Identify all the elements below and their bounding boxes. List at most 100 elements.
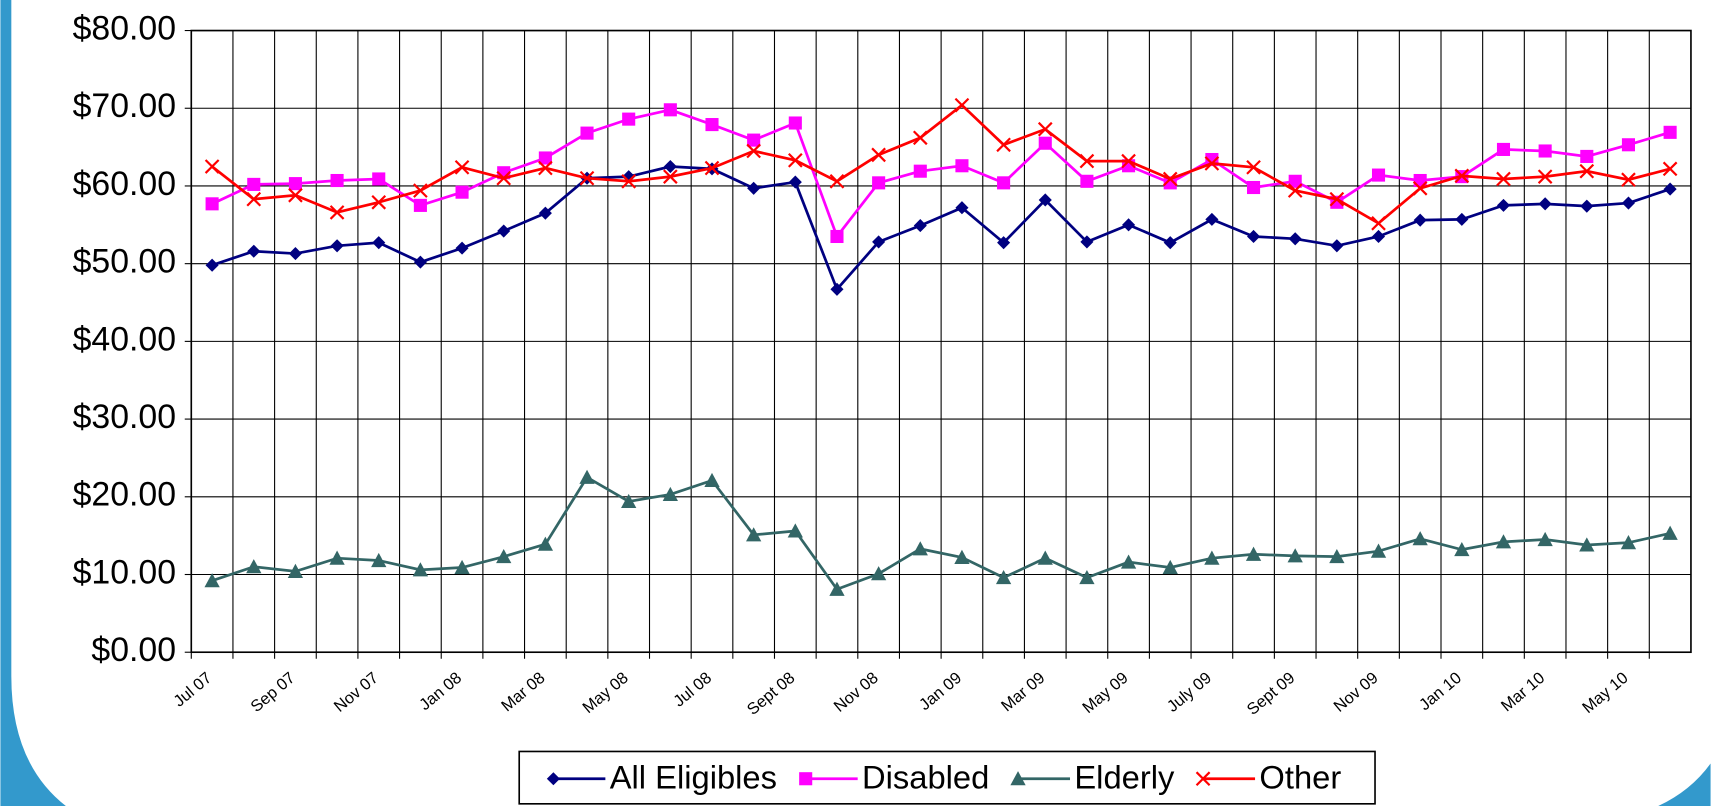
- marker: [663, 103, 677, 117]
- marker: [1663, 125, 1677, 139]
- marker: [705, 118, 719, 132]
- marker: [1079, 153, 1095, 169]
- marker: [830, 282, 844, 296]
- marker: [1620, 535, 1637, 550]
- marker: [1538, 144, 1552, 158]
- marker: [1246, 159, 1261, 175]
- marker: [787, 523, 803, 538]
- marker: [288, 247, 302, 261]
- marker: [955, 159, 969, 173]
- marker: [330, 173, 344, 188]
- legend-label: All Eligibles: [610, 758, 777, 795]
- legend-label: Elderly: [1074, 758, 1175, 795]
- marker: [747, 133, 761, 147]
- marker: [746, 143, 761, 159]
- marker: [1205, 212, 1219, 226]
- marker: [1162, 171, 1178, 187]
- marker: [454, 159, 470, 175]
- marker: [1245, 546, 1262, 561]
- marker: [204, 159, 220, 174]
- marker: [954, 549, 970, 564]
- marker: [1120, 554, 1137, 569]
- x-tick-label: Jan 10: [1416, 669, 1465, 714]
- marker: [1455, 212, 1469, 226]
- marker: [246, 191, 262, 207]
- marker: [622, 112, 636, 126]
- marker: [1371, 229, 1386, 244]
- marker: [1537, 531, 1553, 547]
- x-tick-label: Mar 10: [1498, 669, 1549, 715]
- marker: [1662, 161, 1678, 177]
- marker: [1288, 232, 1302, 246]
- y-tick-label: $80.00: [73, 9, 176, 47]
- marker: [1329, 548, 1345, 564]
- series-line: [211, 103, 1671, 225]
- y-tick-label: $0.00: [91, 631, 176, 669]
- marker: [372, 172, 386, 186]
- marker: [455, 185, 469, 199]
- marker: [1454, 168, 1470, 184]
- marker: [1412, 180, 1428, 196]
- marker: [579, 170, 595, 186]
- marker: [1496, 142, 1511, 156]
- marker: [1495, 534, 1512, 549]
- x-tick-label: Jan 08: [416, 669, 465, 714]
- marker: [371, 194, 387, 210]
- marker: [872, 235, 886, 249]
- marker: [413, 255, 427, 269]
- marker: [830, 229, 844, 244]
- marker: [538, 151, 552, 165]
- marker: [996, 137, 1011, 153]
- marker: [1371, 215, 1386, 231]
- marker: [1371, 168, 1386, 182]
- marker: [829, 581, 845, 596]
- marker: [205, 258, 219, 272]
- marker: [1163, 236, 1177, 250]
- marker: [1080, 235, 1094, 249]
- marker: [329, 550, 345, 565]
- marker: [1496, 198, 1511, 212]
- y-tick-label: $70.00: [73, 87, 176, 125]
- x-tick-label: Sept 08: [744, 669, 799, 719]
- marker: [496, 170, 512, 186]
- x-tick-label: Mar 08: [498, 669, 549, 715]
- marker: [1621, 138, 1636, 152]
- marker: [1163, 176, 1177, 190]
- y-tick-label: $40.00: [73, 320, 176, 358]
- marker: [1454, 542, 1470, 557]
- marker: [1621, 196, 1636, 210]
- marker: [246, 559, 262, 574]
- marker: [537, 536, 554, 551]
- series-line: [211, 475, 1671, 591]
- marker: [330, 239, 344, 253]
- x-tick-label: Mar 09: [998, 669, 1049, 715]
- x-tick-label: Jul 08: [670, 669, 715, 711]
- x-tick-label: Jul 07: [170, 669, 215, 711]
- marker: [1079, 569, 1095, 585]
- x-tick-label: July 09: [1164, 669, 1215, 716]
- marker: [1329, 191, 1345, 207]
- marker: [205, 197, 219, 211]
- x-tick-label: May 08: [579, 669, 632, 717]
- legend-label: Other: [1259, 758, 1341, 795]
- marker: [747, 181, 761, 195]
- marker: [913, 219, 927, 233]
- marker: [1287, 548, 1303, 563]
- y-tick-label: $20.00: [73, 476, 176, 514]
- marker: [1287, 183, 1303, 198]
- marker: [788, 116, 802, 130]
- marker: [413, 198, 427, 212]
- x-tick-label: Nov 07: [331, 669, 382, 716]
- x-tick-label: Nov 08: [831, 669, 882, 716]
- marker: [496, 548, 512, 564]
- marker: [663, 169, 678, 184]
- marker: [1496, 171, 1511, 187]
- marker: [288, 177, 302, 191]
- marker: [1195, 771, 1211, 787]
- marker: [621, 493, 637, 509]
- series-line: [211, 108, 1671, 240]
- marker: [1204, 156, 1220, 171]
- x-tick-label: Jan 09: [916, 669, 965, 714]
- marker: [1162, 559, 1178, 575]
- x-tick-label: Sep 07: [247, 669, 298, 716]
